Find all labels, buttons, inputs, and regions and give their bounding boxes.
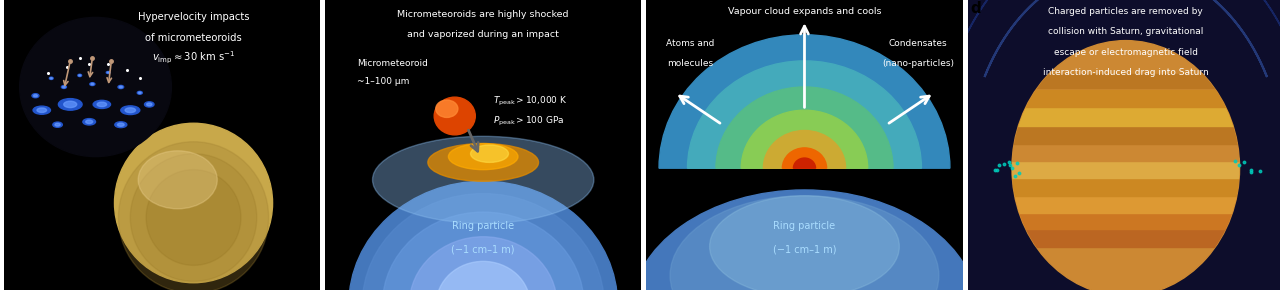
Ellipse shape	[37, 108, 46, 113]
Circle shape	[19, 17, 172, 157]
Bar	[1012, 123, 1239, 144]
Ellipse shape	[131, 154, 257, 281]
Text: and vaporized during an impact: and vaporized during an impact	[407, 30, 559, 39]
Ellipse shape	[33, 106, 50, 114]
Text: Atoms and: Atoms and	[667, 39, 714, 48]
Ellipse shape	[362, 194, 604, 290]
Wedge shape	[794, 158, 815, 168]
Text: Ring particle: Ring particle	[452, 221, 515, 231]
Ellipse shape	[138, 92, 141, 94]
Text: $P_{\mathrm{peak}} > 100\ \mathrm{GPa}$: $P_{\mathrm{peak}} > 100\ \mathrm{GPa}$	[493, 115, 564, 128]
Ellipse shape	[91, 83, 93, 85]
Ellipse shape	[709, 196, 900, 290]
Ellipse shape	[471, 145, 508, 162]
Ellipse shape	[410, 237, 557, 290]
Text: d: d	[970, 1, 980, 17]
Ellipse shape	[83, 119, 96, 125]
Ellipse shape	[52, 122, 63, 127]
Bar	[1012, 175, 1239, 196]
Ellipse shape	[64, 101, 77, 108]
Text: Hypervelocity impacts: Hypervelocity impacts	[138, 12, 250, 22]
Wedge shape	[659, 35, 950, 168]
Ellipse shape	[120, 106, 140, 115]
Bar	[1012, 229, 1239, 246]
Ellipse shape	[118, 123, 124, 126]
Text: interaction-induced drag into Saturn: interaction-induced drag into Saturn	[1043, 68, 1208, 77]
Text: c: c	[649, 1, 658, 17]
Ellipse shape	[78, 74, 82, 77]
Bar	[1012, 158, 1239, 178]
Ellipse shape	[1012, 41, 1239, 290]
Ellipse shape	[434, 97, 475, 135]
Text: Ring particle: Ring particle	[773, 221, 836, 231]
Ellipse shape	[146, 170, 241, 265]
Ellipse shape	[90, 83, 95, 86]
Bar	[1012, 74, 1239, 88]
Ellipse shape	[671, 196, 938, 290]
Text: Condensates: Condensates	[890, 39, 947, 48]
Ellipse shape	[115, 122, 127, 128]
Bar	[1012, 212, 1239, 229]
Ellipse shape	[61, 86, 67, 88]
Ellipse shape	[106, 72, 110, 73]
Text: molecules: molecules	[668, 59, 714, 68]
Ellipse shape	[631, 190, 978, 290]
Ellipse shape	[32, 94, 38, 98]
Text: Vapour cloud expands and cools: Vapour cloud expands and cools	[728, 7, 881, 16]
Text: Micrometeoroids are highly shocked: Micrometeoroids are highly shocked	[398, 10, 568, 19]
Ellipse shape	[93, 100, 110, 108]
Ellipse shape	[118, 85, 124, 89]
Wedge shape	[782, 148, 827, 168]
Text: $T_{\mathrm{peak}} > 10{,}000\ \mathrm{K}$: $T_{\mathrm{peak}} > 10{,}000\ \mathrm{K…	[493, 95, 567, 108]
Ellipse shape	[97, 102, 106, 107]
Ellipse shape	[50, 77, 54, 79]
Ellipse shape	[86, 120, 92, 124]
Ellipse shape	[119, 142, 269, 290]
Ellipse shape	[55, 123, 60, 126]
Ellipse shape	[448, 144, 518, 170]
Wedge shape	[687, 61, 922, 168]
Text: (nano-particles): (nano-particles)	[882, 59, 955, 68]
Ellipse shape	[137, 91, 142, 94]
Ellipse shape	[33, 95, 37, 97]
Text: (−1 cm–1 m): (−1 cm–1 m)	[773, 244, 836, 254]
Ellipse shape	[125, 108, 136, 113]
Text: ~1–100 μm: ~1–100 μm	[357, 77, 410, 86]
Wedge shape	[741, 110, 868, 168]
Text: of micrometeoroids: of micrometeoroids	[145, 33, 242, 43]
Wedge shape	[716, 87, 893, 168]
Ellipse shape	[349, 181, 617, 290]
Ellipse shape	[119, 86, 123, 88]
Text: escape or electromagnetic field: escape or electromagnetic field	[1053, 48, 1198, 57]
Ellipse shape	[114, 123, 273, 283]
Ellipse shape	[59, 99, 82, 110]
Bar	[1012, 90, 1239, 107]
Bar	[1012, 106, 1239, 126]
Text: a: a	[6, 1, 17, 17]
Ellipse shape	[138, 151, 218, 209]
Ellipse shape	[383, 212, 584, 290]
Text: Charged particles are removed by: Charged particles are removed by	[1048, 7, 1203, 16]
Ellipse shape	[78, 75, 81, 76]
Ellipse shape	[145, 102, 154, 107]
Ellipse shape	[147, 103, 152, 106]
Bar	[1012, 193, 1239, 213]
Ellipse shape	[428, 144, 539, 181]
Text: b: b	[328, 1, 338, 17]
Text: $v_{\mathrm{imp}} \approx 30\ \mathrm{km\ s^{-1}}$: $v_{\mathrm{imp}} \approx 30\ \mathrm{km…	[152, 50, 236, 66]
Wedge shape	[763, 130, 846, 168]
Ellipse shape	[435, 100, 458, 117]
Ellipse shape	[50, 78, 52, 79]
Bar	[1012, 141, 1239, 161]
Text: Micrometeoroid: Micrometeoroid	[357, 59, 428, 68]
Ellipse shape	[372, 136, 594, 223]
Ellipse shape	[63, 86, 65, 88]
Ellipse shape	[108, 72, 109, 73]
Text: (−1 cm–1 m): (−1 cm–1 m)	[452, 244, 515, 254]
Text: collision with Saturn, gravitational: collision with Saturn, gravitational	[1048, 27, 1203, 37]
Ellipse shape	[436, 261, 530, 290]
